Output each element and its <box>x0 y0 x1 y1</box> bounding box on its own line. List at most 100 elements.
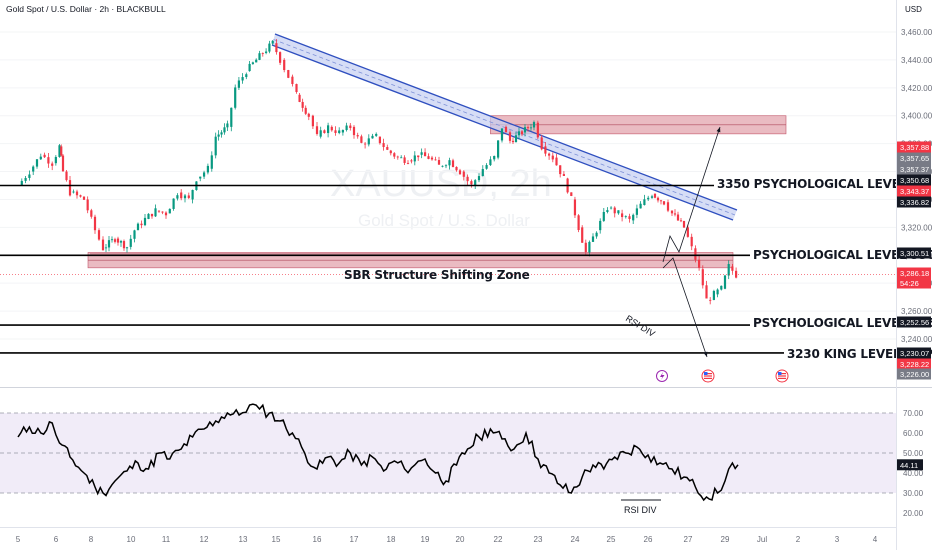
candle-body <box>526 127 530 129</box>
candle-body <box>508 132 512 141</box>
candle-body <box>712 290 715 300</box>
date-tick-label: 2 <box>796 535 801 544</box>
candle-body <box>410 160 413 162</box>
candle-body <box>82 196 86 200</box>
candle-body <box>444 165 448 167</box>
candle-body <box>268 43 271 52</box>
candle-body <box>47 157 50 164</box>
candle-body <box>187 195 190 198</box>
price-tag-bg <box>897 316 931 328</box>
candle-body <box>434 159 437 161</box>
price-tag-label: 3,230.07 <box>900 349 929 358</box>
candle-body <box>540 137 543 150</box>
candle-body <box>248 63 251 72</box>
candle-body <box>234 87 237 108</box>
candle-body <box>295 84 298 93</box>
rsi-value-tag-bg <box>897 459 923 471</box>
candle-body <box>676 214 680 221</box>
candle-body <box>349 125 352 129</box>
candle-body <box>690 236 693 247</box>
candle-body <box>400 157 403 159</box>
us-flag-icon[interactable] <box>701 369 715 383</box>
price-tag-label: 3,300.51 <box>900 249 929 258</box>
candle-body <box>283 59 286 71</box>
candle-body <box>485 165 488 169</box>
candle-body <box>275 43 278 53</box>
candle-body <box>448 160 451 166</box>
label-bg-3300 <box>750 247 896 261</box>
candle-body <box>180 192 183 199</box>
candle-body <box>632 214 635 221</box>
candle-body <box>220 132 223 135</box>
candle-body <box>367 138 370 145</box>
candle-body <box>265 51 268 53</box>
candle-body <box>595 232 598 237</box>
candle-body <box>43 154 46 158</box>
candle-body <box>437 160 441 165</box>
candle-body <box>226 123 229 128</box>
price-tick-label: 3,320.00 <box>901 223 932 232</box>
date-tick-label: 20 <box>456 535 465 544</box>
time-axis[interactable]: 5 6 8 10 11 12 13 15 16 17 18 19 20 22 23 24 25 26 27 29 Jul… <box>16 535 878 544</box>
date-tick-label: 5 <box>16 535 21 544</box>
candle-body <box>731 266 734 271</box>
candle-body <box>389 150 392 154</box>
price-tag-label: 3,252.56 <box>900 318 929 327</box>
candle-body <box>455 166 458 171</box>
candle-body <box>606 210 609 213</box>
candle-body <box>125 247 129 249</box>
candle-body <box>107 240 111 248</box>
candle-body <box>551 155 554 160</box>
candle-body <box>161 211 164 213</box>
price-tag-bg <box>897 152 931 164</box>
candle-body <box>555 157 558 166</box>
label-level-3230: 3230 KING LEVEL FMP <box>787 347 932 361</box>
candle-body <box>122 241 126 249</box>
lightning-event-icon[interactable] <box>656 370 668 382</box>
candle-body <box>54 156 57 164</box>
candle-body <box>413 155 416 162</box>
date-tick-label: 15 <box>272 535 281 544</box>
candle-body <box>311 115 314 127</box>
candle-body <box>315 126 319 134</box>
candle-body <box>723 275 727 289</box>
candle-body <box>396 156 399 158</box>
candle-body <box>279 52 282 63</box>
candle-body <box>662 201 666 205</box>
bullish-projection-head <box>716 127 721 133</box>
candle-body <box>65 171 68 181</box>
candle-body <box>536 122 539 138</box>
candle-body <box>423 152 427 157</box>
us-flag-icon[interactable] <box>775 369 789 383</box>
price-tag-bg <box>897 277 931 289</box>
candle-body <box>334 130 337 133</box>
candle-body <box>520 131 524 135</box>
projection-arrows <box>662 126 721 358</box>
candle-body <box>529 127 533 129</box>
chart-title: Gold Spot / U.S. Dollar · 2h · BLACKBULL <box>6 4 166 14</box>
candle-body <box>523 127 527 133</box>
candle-body <box>609 207 613 209</box>
price-tag-label: 3,226.00 <box>900 370 929 379</box>
date-tick-label: 3 <box>835 535 840 544</box>
candle-body <box>393 153 396 157</box>
watermark-name: Gold Spot / U.S. Dollar <box>358 211 530 230</box>
candle-body <box>356 135 359 137</box>
date-tick-label: 25 <box>607 535 616 544</box>
candle-body <box>628 216 631 219</box>
candle-body <box>129 238 132 247</box>
label-level-3300: PSYCHOLOGICAL LEVEL 3300 <box>753 248 932 262</box>
candle-body <box>417 155 420 158</box>
date-tick-label: 26 <box>644 535 653 544</box>
rsi-axis[interactable]: 20.00 30.00 40.00 50.00 60.00 70.00 44.11 <box>897 409 924 518</box>
candle-body <box>101 239 105 251</box>
date-tick-label: 24 <box>571 535 580 544</box>
candle-body <box>330 126 333 131</box>
label-sbr-zone: SBR Structure Shifting Zone <box>344 268 530 282</box>
candle-body <box>323 130 326 134</box>
currency-label[interactable]: USD <box>905 5 922 14</box>
price-tag-bg <box>897 196 931 208</box>
price-tag-label: 3,286.18 <box>900 269 929 278</box>
date-tick-label: 13 <box>239 535 248 544</box>
